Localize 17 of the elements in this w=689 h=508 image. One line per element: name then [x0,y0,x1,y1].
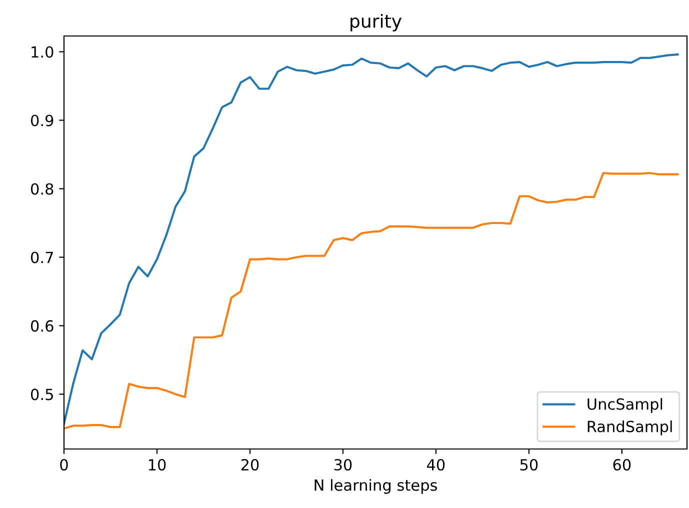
x-tick-label: 10 [148,458,166,471]
y-tick-label: 0.6 [30,320,54,332]
chart-title: purity [350,14,402,32]
y-tick-label: 0.9 [30,114,54,126]
x-axis-title: N learning steps [314,479,437,494]
x-tick-label: 40 [426,458,445,471]
legend-label: RandSampl [588,420,672,436]
x-tick-label: 50 [520,458,538,471]
x-tick-label: 0 [60,458,68,471]
x-tick-label: 60 [613,458,631,471]
y-tick-label: 0.7 [30,252,53,264]
y-tick-label: 1.0 [32,46,54,58]
legend-label: UncSampl [588,398,662,413]
y-tick-label: 0.5 [30,388,53,400]
x-tick-label: 30 [334,458,352,471]
y-tick-label: 0.8 [30,183,54,195]
x-tick-label: 20 [241,458,259,471]
